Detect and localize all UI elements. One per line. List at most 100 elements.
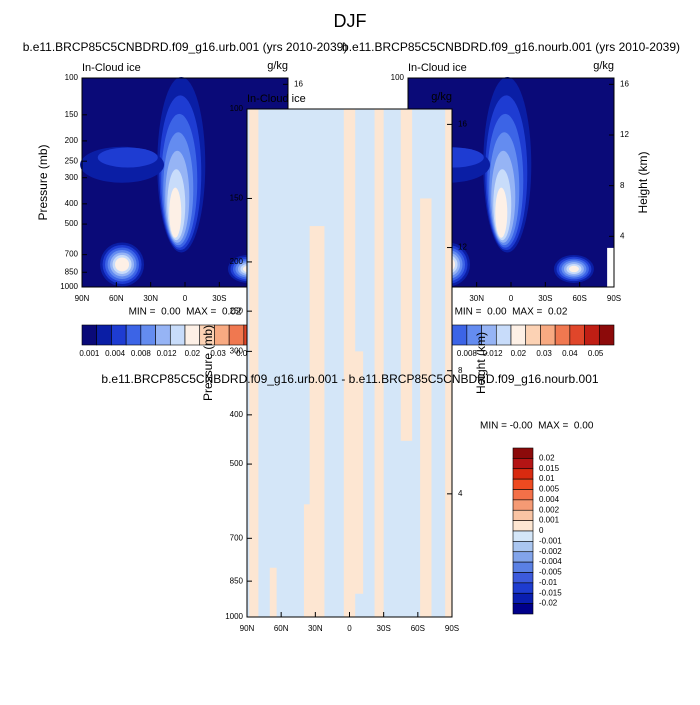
x-tick-label: 30S bbox=[212, 294, 226, 303]
colorbar-box bbox=[525, 324, 541, 346]
axes bbox=[246, 108, 453, 618]
colorbar-box bbox=[96, 324, 112, 346]
ice-nh-low bbox=[115, 257, 130, 272]
colorbar-label: 0.04 bbox=[236, 349, 252, 358]
right-string: g/kg bbox=[431, 91, 452, 103]
colorbar-box bbox=[140, 324, 156, 346]
y2-tick-label: 4 bbox=[620, 231, 625, 240]
y-tick-label: 1000 bbox=[60, 282, 78, 291]
colorbar-box bbox=[214, 324, 230, 346]
stats: MIN = 0.00 MAX = 0.02 bbox=[455, 307, 568, 318]
x-tick-label: 90S bbox=[607, 294, 621, 303]
colorbar-label: 0.004 bbox=[539, 495, 560, 504]
colorbar-box bbox=[512, 509, 534, 521]
y2-axis-title: Height (km) bbox=[474, 332, 488, 394]
y-tick-label: 100 bbox=[230, 104, 244, 113]
colorbar-label: 0.004 bbox=[105, 349, 126, 358]
colorbar-label: 0.04 bbox=[562, 349, 578, 358]
y2-tick-label: 16 bbox=[458, 120, 467, 129]
colorbar-label: 0.002 bbox=[539, 505, 560, 514]
colorbar-label: -0.005 bbox=[539, 568, 562, 577]
panel-title: b.e11.BRCP85C5CNBDRD.f09_g16.urb.001 (yr… bbox=[23, 40, 348, 54]
left-string: In-Cloud ice bbox=[408, 62, 467, 74]
x-tick-label: 0 bbox=[183, 294, 188, 303]
colorbar-label: -0.015 bbox=[539, 588, 562, 597]
y2-tick-label: 16 bbox=[620, 79, 629, 88]
positive-region bbox=[445, 109, 452, 617]
y-tick-label: 850 bbox=[230, 576, 244, 585]
colorbar-box bbox=[169, 324, 186, 346]
colorbar-box bbox=[228, 324, 245, 346]
colorbar-box bbox=[451, 324, 468, 346]
colorbar-label: 0.02 bbox=[539, 453, 555, 462]
x-tick-label: 0 bbox=[509, 294, 514, 303]
x-tick-label: 60N bbox=[274, 624, 289, 633]
colorbar-label: -0.001 bbox=[539, 536, 562, 545]
colorbar-box bbox=[512, 520, 534, 532]
colorbar-box bbox=[512, 478, 534, 490]
stats: MIN = -0.00 MAX = 0.00 bbox=[480, 421, 594, 432]
x-tick-label: 0 bbox=[347, 624, 352, 633]
colorbar-label: 0.012 bbox=[157, 349, 178, 358]
x-tick-label: 60N bbox=[109, 294, 124, 303]
positive-region bbox=[269, 567, 277, 617]
colorbar-label: 0.01 bbox=[539, 474, 555, 483]
y-tick-label: 100 bbox=[391, 73, 405, 82]
colorbar-box bbox=[512, 489, 534, 501]
colorbar-box bbox=[184, 324, 201, 346]
colorbar-label: 0.03 bbox=[210, 349, 226, 358]
colorbar-box bbox=[125, 324, 142, 346]
positive-region bbox=[249, 109, 259, 617]
x-tick-label: 60S bbox=[411, 624, 425, 633]
y2-tick-label: 12 bbox=[620, 130, 629, 139]
x-tick-label: 90N bbox=[240, 624, 255, 633]
ice-column bbox=[169, 187, 182, 238]
colorbar-box bbox=[512, 551, 534, 563]
ice-sh-low bbox=[568, 265, 579, 273]
positive-region bbox=[303, 504, 316, 617]
colorbar-label: 0.008 bbox=[457, 349, 478, 358]
right-string: g/kg bbox=[593, 60, 614, 72]
y-axis-title: Pressure (mb) bbox=[201, 325, 215, 401]
y-tick-label: 150 bbox=[65, 110, 79, 119]
colorbar-label: -0.01 bbox=[539, 578, 558, 587]
y-tick-label: 150 bbox=[230, 194, 244, 203]
y-tick-label: 400 bbox=[230, 410, 244, 419]
left-string: In-Cloud ice bbox=[82, 62, 141, 74]
colorbar-box bbox=[111, 324, 127, 346]
panel-title: b.e11.BRCP85C5CNBDRD.f09_g16.urb.001 - b… bbox=[101, 372, 598, 386]
colorbar-box bbox=[584, 324, 600, 346]
y2-tick-label: 16 bbox=[294, 79, 303, 88]
colorbar-box bbox=[512, 603, 534, 615]
colorbar-box bbox=[512, 582, 534, 594]
y-tick-label: 200 bbox=[65, 136, 79, 145]
colorbar-box bbox=[81, 324, 98, 346]
missing-data bbox=[607, 247, 614, 287]
colorbar-box bbox=[512, 541, 534, 553]
x-tick-label: 90S bbox=[445, 624, 459, 633]
left-string: In-Cloud ice bbox=[247, 93, 306, 105]
colorbar-box bbox=[512, 499, 534, 511]
x-tick-label: 30N bbox=[469, 294, 484, 303]
colorbar-box bbox=[512, 447, 534, 459]
positive-region bbox=[400, 109, 413, 441]
x-tick-label: 90N bbox=[75, 294, 90, 303]
colorbar-label: 0.012 bbox=[483, 349, 504, 358]
colorbar-box bbox=[155, 324, 171, 346]
colorbar-label: -0.02 bbox=[539, 599, 558, 608]
ice-shelf-nh bbox=[97, 147, 158, 168]
colorbar-label: 0 bbox=[539, 526, 544, 535]
colorbar-label: 0.05 bbox=[588, 349, 604, 358]
y-tick-label: 400 bbox=[65, 199, 79, 208]
y2-tick-label: 8 bbox=[620, 181, 625, 190]
y-tick-label: 300 bbox=[65, 173, 79, 182]
y-axis-title: Pressure (mb) bbox=[36, 144, 50, 220]
y-tick-label: 850 bbox=[65, 267, 79, 276]
colorbar-label: -0.004 bbox=[539, 557, 562, 566]
colorbar-label: 0.001 bbox=[79, 349, 100, 358]
ice-column bbox=[495, 187, 508, 238]
colorbar-label: 0.02 bbox=[185, 349, 201, 358]
colorbar-label: 0.008 bbox=[131, 349, 152, 358]
